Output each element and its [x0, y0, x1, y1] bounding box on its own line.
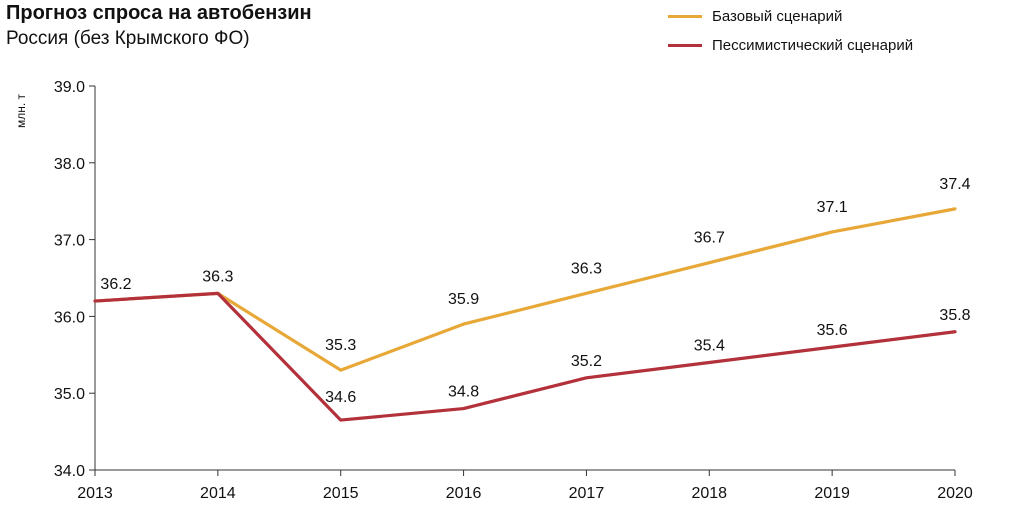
- data-label-base: 35.9: [448, 291, 479, 308]
- y-tick-label: 37.0: [54, 233, 85, 250]
- chart-title: Прогноз спроса на автобензин: [6, 2, 312, 24]
- x-tick-label: 2014: [200, 485, 236, 502]
- x-tick-label: 2019: [814, 485, 850, 502]
- data-label-pessimistic: 34.8: [448, 384, 479, 401]
- legend-label-pessimistic: Пессимистический сценарий: [712, 37, 914, 54]
- legend: Базовый сценарий Пессимистический сценар…: [668, 2, 913, 60]
- y-tick-label: 34.0: [54, 463, 85, 480]
- x-tick-label: 2018: [691, 485, 727, 502]
- data-label-pessimistic: 35.4: [694, 337, 725, 354]
- x-tick-label: 2017: [569, 485, 605, 502]
- series-line-base: [93, 207, 957, 372]
- legend-swatch-base: [668, 15, 702, 18]
- x-tick-label: 2013: [77, 485, 113, 502]
- data-label-pessimistic: 36.3: [202, 268, 233, 285]
- data-label-pessimistic: 35.6: [817, 322, 848, 339]
- data-label-base: 37.4: [939, 176, 970, 193]
- data-label-base: 36.7: [694, 230, 725, 247]
- y-tick-label: 36.0: [54, 309, 85, 326]
- x-tick-label: 2020: [937, 485, 973, 502]
- y-tick-label: 38.0: [54, 156, 85, 173]
- data-label-pessimistic: 35.2: [571, 353, 602, 370]
- legend-swatch-pessimistic: [668, 44, 702, 47]
- legend-label-base: Базовый сценарий: [712, 8, 843, 25]
- chart-subtitle: Россия (без Крымского ФО): [6, 28, 250, 49]
- legend-item-base: Базовый сценарий: [668, 2, 913, 31]
- series-line-pessimistic: [93, 291, 957, 422]
- data-label-pessimistic: 35.8: [939, 307, 970, 324]
- y-tick-label: 39.0: [54, 79, 85, 96]
- x-tick-label: 2015: [323, 485, 359, 502]
- x-tick-label: 2016: [446, 485, 482, 502]
- data-label-base: 35.3: [325, 337, 356, 354]
- legend-item-pessimistic: Пессимистический сценарий: [668, 31, 913, 60]
- data-label-pessimistic: 34.6: [325, 389, 356, 406]
- data-label-base: 36.3: [571, 260, 602, 277]
- data-label-pessimistic: 36.2: [100, 276, 131, 293]
- data-label-base: 37.1: [817, 199, 848, 216]
- y-tick-label: 35.0: [54, 386, 85, 403]
